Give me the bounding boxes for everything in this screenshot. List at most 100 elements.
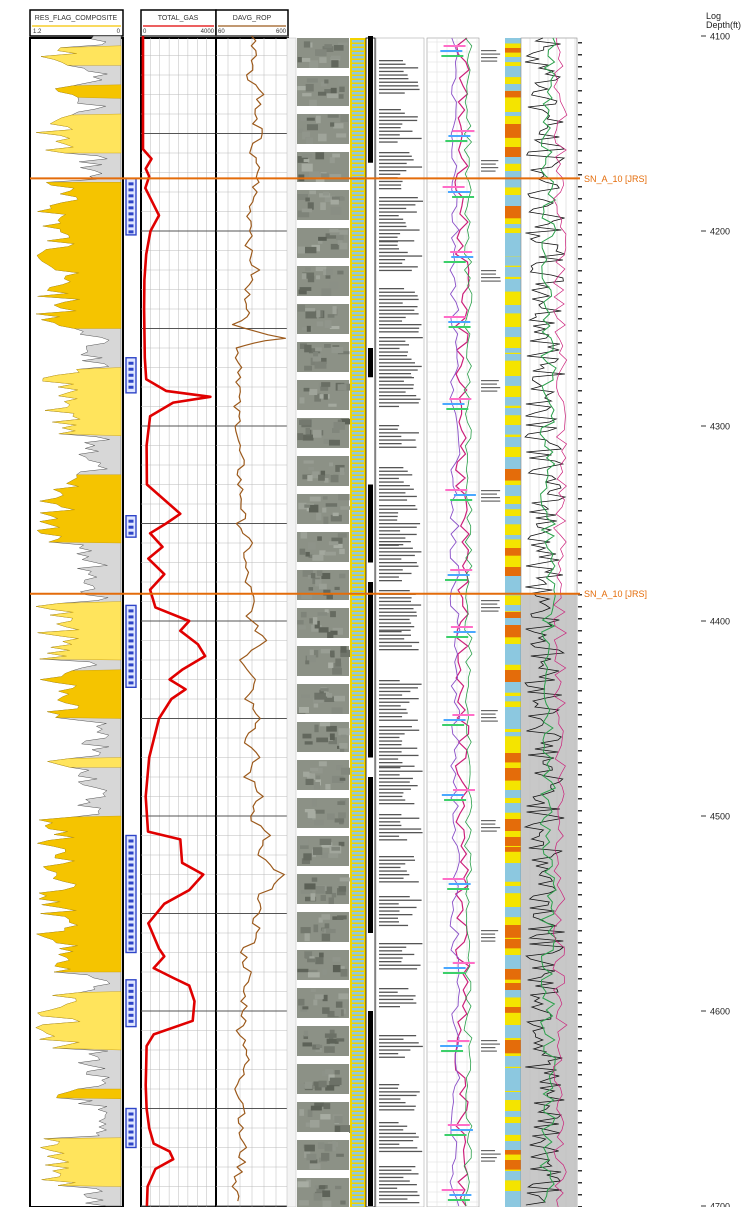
core-photo-texture	[326, 93, 339, 99]
res-flag-zone	[56, 1088, 122, 1099]
lith-ruler-tick	[352, 892, 364, 895]
core-photo-texture	[311, 877, 318, 882]
sample-marker	[442, 878, 465, 880]
desc-text-line	[379, 395, 417, 397]
core-photo-texture	[339, 467, 345, 476]
right-scale-tick	[578, 126, 582, 128]
lith-ruler-tick	[352, 724, 364, 727]
desc-text-line	[379, 369, 418, 371]
core-photo-texture	[331, 775, 344, 783]
lith-ruler-tick	[352, 888, 364, 891]
desc-text-line	[379, 547, 413, 549]
res-flag-zone	[47, 757, 122, 768]
sample-note-line	[481, 823, 496, 825]
core-photo-texture	[331, 846, 341, 851]
lith-ruler-tick	[352, 1044, 364, 1047]
right-scale-tick	[578, 774, 582, 776]
core-photo-texture	[324, 1033, 337, 1038]
lith-ruler-tick	[352, 472, 364, 475]
lith-ruler-tick	[352, 192, 364, 195]
lith-ruler-tick	[352, 604, 364, 607]
desc-text-line	[379, 70, 404, 73]
right-scale-tick	[578, 114, 582, 116]
sample-note-line	[481, 50, 497, 52]
desc-text-line	[379, 631, 402, 633]
core-photo-texture	[309, 1163, 321, 1170]
core-interval-marker	[128, 188, 134, 192]
lith-ruler-tick	[352, 500, 364, 503]
lith-ruler-tick	[352, 956, 364, 959]
right-lith-band	[505, 437, 521, 447]
right-scale-tick	[578, 1074, 582, 1076]
lith-ruler-tick	[352, 920, 364, 923]
desc-text-line	[379, 1150, 423, 1153]
desc-text-line	[379, 562, 417, 564]
desc-text-line	[379, 859, 416, 861]
rop-track-right-scale: 600	[276, 29, 287, 35]
core-photo-texture	[326, 725, 337, 732]
right-scale-tick	[578, 822, 582, 824]
core-photo-texture	[337, 801, 345, 805]
lith-ruler-tick	[352, 300, 364, 303]
core-photo-texture	[339, 877, 350, 882]
right-scale-tick	[578, 798, 582, 800]
desc-text-line	[379, 1084, 400, 1086]
core-photo-texture	[322, 969, 327, 975]
core-photo-texture	[299, 397, 305, 404]
right-lith-band	[505, 112, 521, 117]
right-scale-tick	[578, 1110, 582, 1112]
desc-text-line	[379, 1143, 400, 1145]
core-photo-texture	[304, 504, 311, 508]
sample-marker	[445, 140, 468, 142]
desc-text-line	[379, 998, 414, 1001]
sample-note-line	[481, 1043, 500, 1045]
core-photo-texture	[320, 81, 327, 87]
desc-text-line	[379, 622, 412, 624]
right-scale-tick	[578, 162, 582, 164]
track-header-rop: DAVG_ROP 60 600	[215, 9, 289, 37]
lith-ruler-tick	[352, 812, 364, 815]
depth-tick-label: 4700	[710, 1202, 730, 1207]
lith-ruler-tick	[352, 988, 364, 991]
lith-ruler-tick	[352, 1072, 364, 1075]
sample-marker	[447, 1124, 470, 1126]
core-photo-texture	[327, 693, 333, 698]
core-photo-texture	[297, 210, 310, 218]
core-interval-marker	[128, 941, 134, 945]
right-lith-band	[505, 224, 521, 229]
core-photo-texture	[328, 439, 340, 446]
core-photo-texture	[331, 1141, 337, 1147]
core-photo-texture	[340, 968, 348, 977]
lith-ruler-tick	[352, 696, 364, 699]
core-interval-marker	[128, 373, 134, 377]
right-lith-band	[505, 267, 521, 277]
core-photo-gap	[297, 828, 349, 836]
desc-text-line	[379, 109, 401, 111]
right-scale-tick	[578, 234, 582, 236]
core-photo-texture	[297, 433, 304, 441]
desc-text-line	[379, 240, 415, 242]
right-lith-band	[505, 279, 521, 287]
lith-ruler-tick	[352, 396, 364, 399]
desc-text-line	[379, 839, 408, 841]
desc-text-line	[379, 698, 419, 700]
desc-text-line	[379, 767, 401, 769]
desc-text-line	[379, 309, 415, 311]
core-photo-texture	[338, 886, 347, 892]
core-photo-texture	[304, 1144, 315, 1152]
desc-text-line	[379, 492, 406, 494]
core-photo-texture	[307, 1109, 313, 1118]
core-photo-texture	[305, 953, 310, 959]
desc-text-line	[379, 1194, 420, 1197]
lith-ruler-tick	[352, 668, 364, 671]
sample-note-line	[481, 493, 497, 495]
sample-note-line	[481, 600, 500, 602]
core-interval-marker	[128, 681, 134, 685]
core-photo-texture	[338, 94, 344, 99]
res-flag-zones	[35, 45, 122, 1187]
lith-ruler-tick	[352, 816, 364, 819]
core-interval-marker	[128, 639, 134, 643]
core-photo-texture	[333, 695, 346, 702]
core-photo-texture	[340, 506, 351, 510]
sample-note-line	[481, 937, 496, 939]
